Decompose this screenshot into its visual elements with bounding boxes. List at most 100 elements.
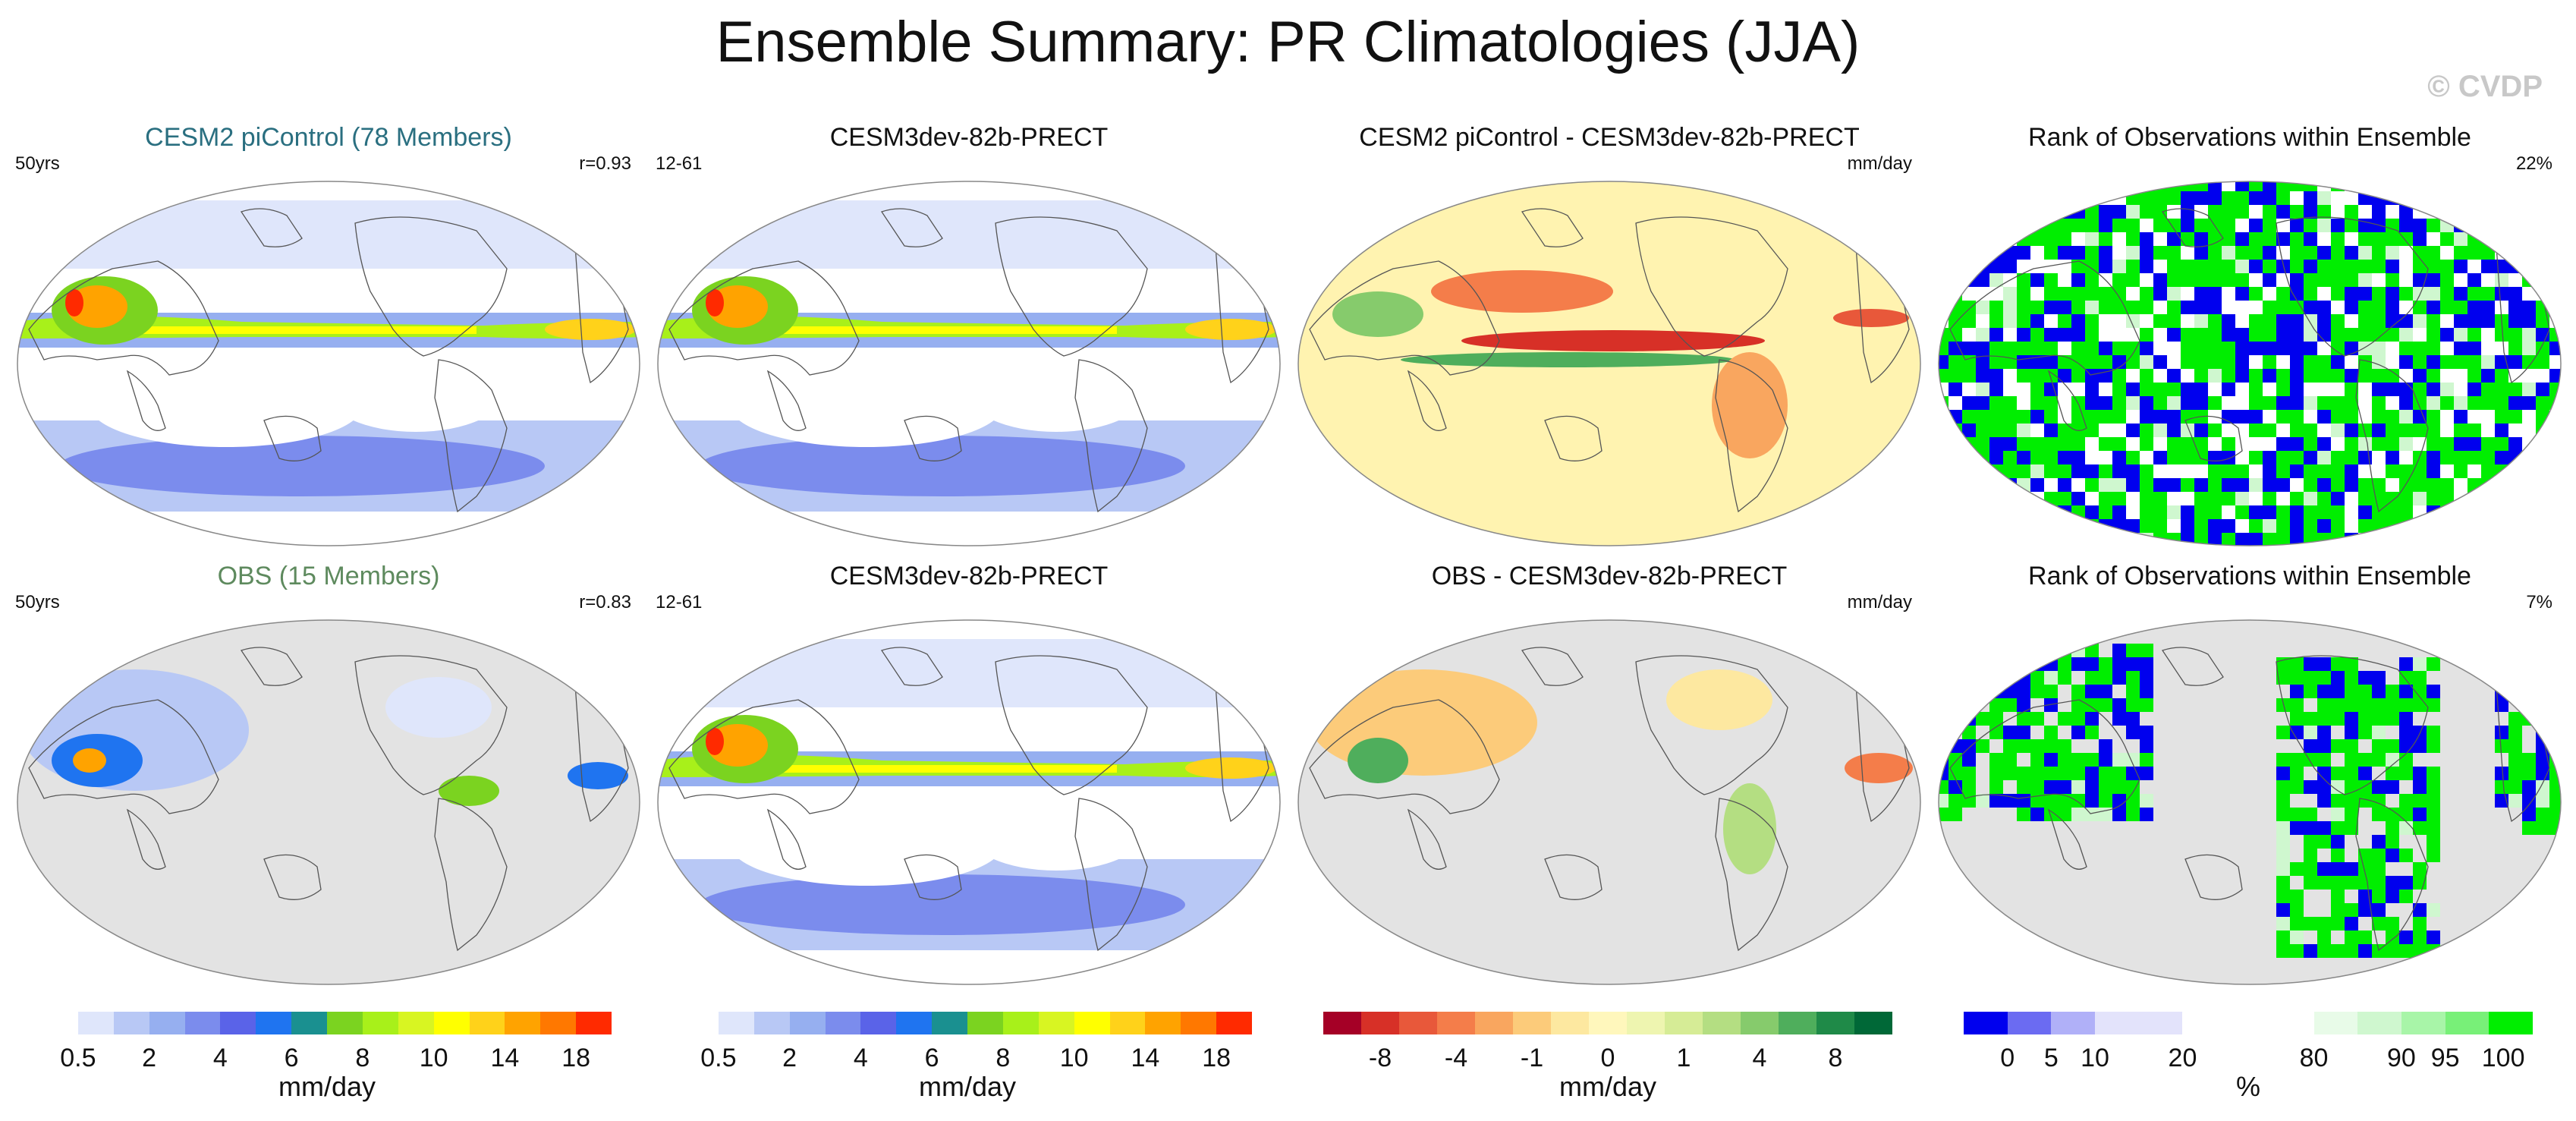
rank-cell bbox=[2317, 328, 2331, 342]
rank-cell bbox=[2017, 780, 2030, 794]
rank-cell bbox=[1949, 808, 1962, 821]
rank-cell bbox=[2495, 437, 2508, 451]
rank-cell bbox=[2235, 505, 2249, 519]
rank-cell bbox=[2290, 396, 2304, 410]
rank-cell bbox=[2153, 273, 2167, 287]
rank-cell bbox=[2372, 287, 2386, 301]
rank-cell bbox=[2549, 726, 2561, 739]
rank-cell bbox=[2044, 780, 2058, 794]
rank-cell bbox=[2235, 328, 2249, 342]
rank-cell bbox=[2399, 890, 2413, 903]
rank-cell bbox=[2495, 451, 2508, 464]
rank-cell bbox=[2044, 451, 2058, 464]
rank-cell bbox=[2126, 232, 2140, 246]
rank-cell bbox=[2358, 671, 2372, 685]
rank-cell bbox=[2413, 273, 2427, 287]
colorbar-swatch bbox=[2269, 1012, 2314, 1034]
rank-cell bbox=[2372, 396, 2386, 410]
rank-cell bbox=[2481, 246, 2495, 260]
rank-cell bbox=[2372, 478, 2386, 492]
rank-cell bbox=[2017, 698, 2030, 712]
rank-cell bbox=[2194, 424, 2208, 437]
rank-cell bbox=[2522, 794, 2536, 808]
rank-cell bbox=[1939, 519, 1949, 533]
rank-cell bbox=[2249, 219, 2263, 232]
coastline bbox=[1074, 359, 1148, 513]
rank-cell bbox=[2522, 260, 2536, 273]
rank-cell bbox=[2044, 698, 2058, 712]
rank-cell bbox=[2372, 753, 2386, 767]
rank-cell bbox=[2140, 519, 2153, 533]
rank-cell bbox=[2399, 355, 2413, 369]
watermark: © CVDP bbox=[2427, 70, 2543, 103]
rank-cell bbox=[2331, 944, 2345, 958]
rank-cell bbox=[2208, 205, 2222, 219]
rank-cell bbox=[2044, 383, 2058, 396]
rank-cell bbox=[2071, 191, 2085, 205]
rank-cell bbox=[2099, 205, 2112, 219]
rank-cell bbox=[2399, 437, 2413, 451]
rank-cell bbox=[2536, 396, 2549, 410]
rank-cell bbox=[2536, 383, 2549, 396]
rank-cell bbox=[1949, 181, 1962, 191]
rank-cell bbox=[2085, 753, 2099, 767]
rank-cell bbox=[2358, 546, 2372, 549]
rank-cell bbox=[2454, 246, 2467, 260]
rank-cell bbox=[2427, 328, 2440, 342]
rank-cell bbox=[2181, 410, 2194, 424]
rank-cell bbox=[2263, 451, 2276, 464]
rank-cell bbox=[2290, 369, 2304, 383]
rank-cell bbox=[2030, 546, 2044, 549]
rank-cell bbox=[2440, 232, 2454, 246]
rank-cell bbox=[1935, 546, 1949, 549]
rank-cell bbox=[2099, 739, 2112, 753]
rank-cell bbox=[2099, 671, 2112, 685]
coastline bbox=[904, 854, 962, 900]
colorbar-unit: mm/day bbox=[278, 1071, 376, 1102]
colorbar-tick-label: 95 bbox=[2430, 1044, 2460, 1072]
rank-cell bbox=[2140, 260, 2153, 273]
rank-cell bbox=[2508, 685, 2522, 698]
rank-cell bbox=[2208, 355, 2222, 369]
rank-cell bbox=[2399, 546, 2413, 549]
rank-cell bbox=[2140, 301, 2153, 314]
rank-cell bbox=[2495, 424, 2508, 437]
rank-cell bbox=[2345, 410, 2358, 424]
panel-obs: OBS (15 Members) 50yrs r=0.83 bbox=[14, 562, 643, 987]
rank-cell bbox=[2112, 219, 2126, 232]
rank-cell bbox=[2071, 519, 2085, 533]
rank-cell bbox=[2508, 396, 2522, 410]
rank-cell bbox=[2399, 767, 2413, 780]
rank-cell bbox=[2276, 533, 2290, 546]
coastline bbox=[2184, 415, 2243, 461]
rank-cell bbox=[2017, 492, 2030, 505]
rank-cell bbox=[1962, 505, 1976, 519]
rank-cell bbox=[2290, 862, 2304, 876]
rank-cell bbox=[2276, 944, 2290, 958]
rank-cell bbox=[2290, 903, 2304, 917]
rank-cell bbox=[2508, 767, 2522, 780]
rank-cell bbox=[2413, 260, 2427, 273]
coastline bbox=[28, 260, 219, 376]
rank-cell bbox=[2112, 505, 2126, 519]
rank-cell bbox=[2085, 383, 2099, 396]
figure-title: Ensemble Summary: PR Climatologies (JJA) bbox=[716, 10, 1860, 74]
rank-cell bbox=[2522, 451, 2536, 464]
rank-cell bbox=[2085, 478, 2099, 492]
rank-cell bbox=[2085, 219, 2099, 232]
rank-cell bbox=[2413, 246, 2427, 260]
rank-cell bbox=[2522, 273, 2536, 287]
rank-cell bbox=[2427, 533, 2440, 546]
rank-cell bbox=[2372, 890, 2386, 903]
rank-cell bbox=[2276, 342, 2290, 355]
map-border bbox=[1297, 181, 1921, 546]
rank-cell bbox=[2140, 410, 2153, 424]
coastline bbox=[126, 370, 166, 431]
rank-cell bbox=[2290, 424, 2304, 437]
rank-cell bbox=[2427, 383, 2440, 396]
rank-cell bbox=[2235, 478, 2249, 492]
rank-cell bbox=[1976, 685, 1989, 698]
rank-cell bbox=[2345, 780, 2358, 794]
rank-cell bbox=[2386, 944, 2399, 958]
rank-cell bbox=[2345, 246, 2358, 260]
